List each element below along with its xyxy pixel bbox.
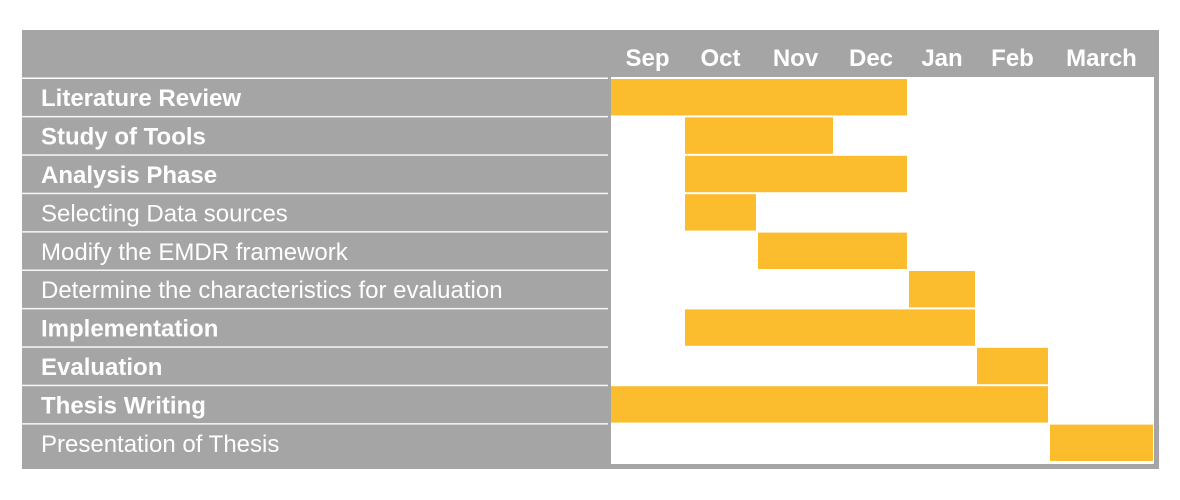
row-divider [22, 307, 608, 310]
task-label: Literature Review [41, 85, 241, 112]
month-label-dec: Dec [849, 45, 893, 72]
row-divider [22, 269, 608, 271]
task-bar [611, 386, 1048, 423]
row-divider [22, 346, 608, 348]
task-label: Determine the characteristics for evalua… [41, 277, 503, 304]
month-label-jan: Jan [921, 45, 962, 72]
task-label: Evaluation [41, 354, 162, 381]
task-bars [611, 79, 1153, 461]
month-label-march: March [1066, 45, 1137, 72]
month-header: Sep Oct Nov Dec Jan Feb March [625, 45, 1136, 72]
task-label: Implementation [41, 316, 218, 343]
task-label: Modify the EMDR framework [41, 239, 349, 266]
row-divider [22, 77, 608, 79]
task-label: Analysis Phase [41, 162, 217, 189]
task-bar [685, 309, 975, 346]
task-label: Thesis Writing [41, 392, 206, 419]
month-label-sep: Sep [625, 45, 669, 72]
month-label-oct: Oct [700, 45, 740, 72]
task-bar [685, 194, 756, 231]
row-divider [22, 423, 608, 425]
task-label: Study of Tools [41, 124, 206, 151]
task-bar [758, 232, 907, 269]
task-bar [685, 155, 907, 193]
task-labels: Literature Review Study of Tools Analysis … [41, 85, 503, 458]
row-divider [22, 384, 608, 387]
task-bar [611, 79, 907, 116]
row-divider [22, 154, 608, 156]
row-divider [22, 192, 608, 195]
row-divider [22, 231, 608, 233]
row-divider [22, 115, 608, 118]
month-label-feb: Feb [991, 45, 1034, 72]
task-label-cells [22, 77, 608, 425]
task-bar [1050, 424, 1153, 461]
task-bar [977, 347, 1048, 385]
task-bar [685, 117, 833, 154]
task-label: Selecting Data sources [41, 200, 288, 227]
task-bar [909, 271, 975, 308]
task-label: Presentation of Thesis [41, 431, 279, 458]
month-label-nov: Nov [773, 45, 819, 72]
